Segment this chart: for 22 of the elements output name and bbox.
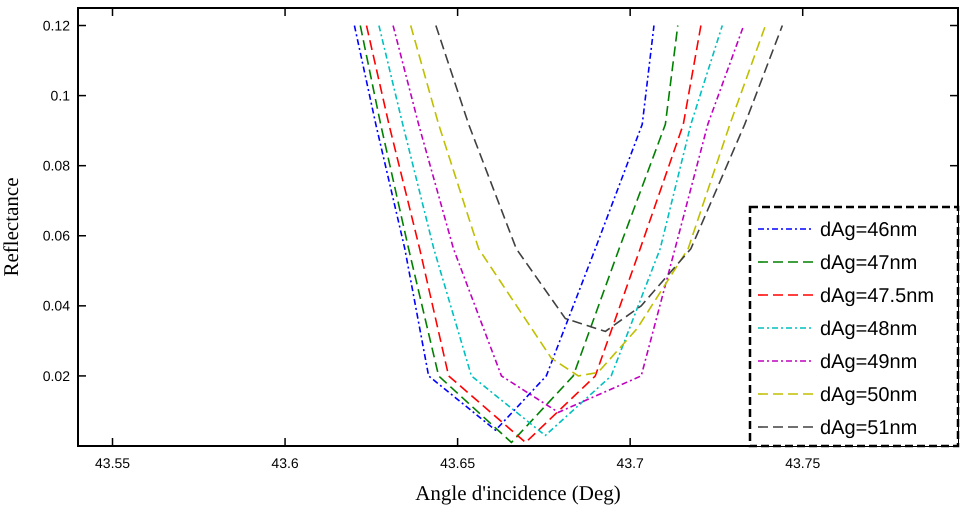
legend-label: dAg=46nm [820, 219, 918, 241]
legend-label: dAg=47.5nm [820, 285, 934, 307]
legend-label: dAg=51nm [820, 417, 918, 439]
y-axis-title: Reflectance [0, 177, 23, 277]
line-series [435, 24, 784, 332]
legend-label: dAg=50nm [820, 384, 918, 406]
legend-label: dAg=47nm [820, 252, 918, 274]
x-tick-label: 43.55 [94, 455, 130, 471]
x-tick-label: 43.75 [785, 455, 820, 471]
x-tick-label: 43.6 [271, 455, 299, 471]
legend-label: dAg=48nm [820, 318, 918, 340]
y-tick-label: 0.12 [42, 17, 70, 34]
y-tick-label: 0.04 [42, 298, 70, 314]
x-axis-title: Angle d'incidence (Deg) [415, 481, 621, 505]
legend-label: dAg=49nm [820, 351, 918, 373]
x-tick-label: 43.7 [616, 455, 644, 471]
y-tick-label: 0.08 [42, 158, 70, 174]
x-tick-label: 43.65 [440, 455, 476, 471]
y-tick-label: 0.06 [42, 228, 70, 244]
y-tick-label: 0.1 [50, 88, 70, 104]
line-series [410, 24, 766, 377]
y-tick-label: 0.02 [42, 368, 70, 384]
